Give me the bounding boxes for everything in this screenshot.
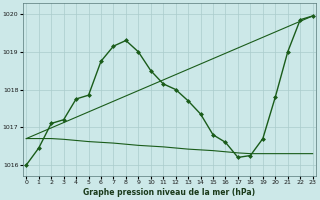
X-axis label: Graphe pression niveau de la mer (hPa): Graphe pression niveau de la mer (hPa): [84, 188, 256, 197]
